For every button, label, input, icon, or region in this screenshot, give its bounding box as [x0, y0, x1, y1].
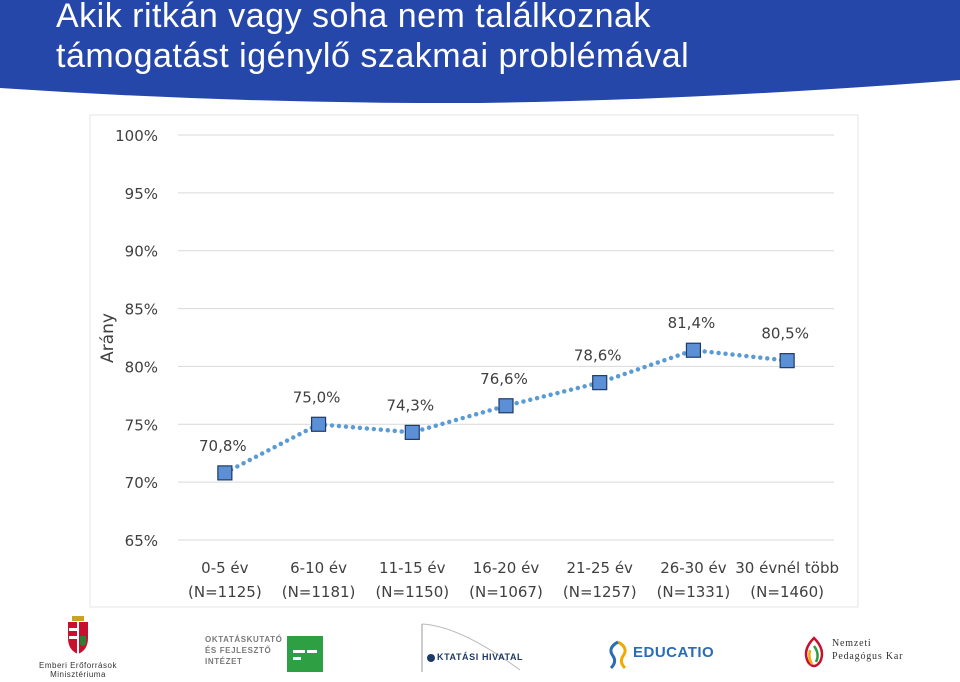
y-tick-label: 100%	[115, 127, 158, 145]
x-tick-label: 30 évnél több	[735, 559, 839, 577]
ofi-logo: OKTATÁSKUTATÓ ÉS FEJLESZTŐ INTÉZET	[205, 634, 330, 674]
hungarian-coat-of-arms-icon	[68, 616, 88, 654]
data-label: 76,6%	[480, 370, 528, 388]
data-labels: 70,8% 75,0% 74,3% 76,6% 78,6% 81,4% 80,5%	[199, 314, 809, 455]
y-axis-ticks: 65% 70% 75% 80% 85% 90% 95% 100%	[115, 127, 158, 550]
ministry-name-line2: Minisztériuma	[50, 670, 106, 679]
x-tick-n-label: (N=1331)	[657, 583, 731, 601]
educatio-logo: EDUCATIO	[605, 638, 730, 672]
header-background	[0, 0, 960, 104]
y-tick-label: 80%	[125, 358, 158, 376]
x-tick-label: 6-10 év	[290, 559, 347, 577]
ofi-name-line3: INTÉZET	[205, 657, 243, 666]
oktatasi-hivatal-logo-icon	[421, 623, 521, 672]
oktatasi-hivatal-text: KTATÁSI HIVATAL	[437, 652, 524, 662]
data-point-marker	[592, 375, 608, 391]
data-point-marker	[217, 465, 233, 481]
data-point-marker	[779, 353, 795, 369]
ministry-name-line1: Emberi Erőforrások	[39, 661, 117, 670]
y-tick-label: 85%	[125, 301, 158, 319]
series-markers	[217, 342, 795, 481]
y-tick-label: 75%	[125, 416, 158, 434]
x-tick-n-label: (N=1067)	[469, 583, 543, 601]
npk-name-line1: Nemzeti	[832, 638, 872, 649]
x-axis-ticks: 0-5 év (N=1125) 6-10 év (N=1181) 11-15 év (N=…	[188, 559, 839, 601]
chart-frame	[89, 114, 859, 608]
page-title-line1: Akik ritkán vagy soha nem találkoznak	[56, 0, 651, 35]
data-label: 81,4%	[668, 314, 716, 332]
data-point-marker	[498, 398, 514, 414]
y-axis-label: Arány	[98, 313, 118, 363]
page-title: Akik ritkán vagy soha nem találkoznak tá…	[56, 0, 689, 76]
data-label: 74,3%	[386, 396, 434, 414]
chart-grid	[178, 134, 834, 541]
ofi-name-line2: ÉS FEJLESZTŐ	[205, 646, 272, 655]
ofi-logo-icon	[287, 636, 323, 672]
page-title-line2: támogatást igénylő szakmai problémával	[56, 37, 690, 75]
y-tick-label: 70%	[125, 474, 158, 492]
x-tick-label: 16-20 év	[473, 559, 540, 577]
data-point-marker	[685, 342, 702, 358]
x-tick-label: 0-5 év	[201, 559, 248, 577]
x-tick-n-label: (N=1257)	[563, 583, 637, 601]
educatio-logo-icon	[609, 640, 627, 670]
x-tick-n-label: (N=1125)	[188, 583, 262, 601]
npk-name-line2: Pedagógus Kar	[832, 651, 904, 662]
oktatasi-hivatal-logo: KTATÁSI HIVATAL	[420, 622, 530, 674]
x-tick-label: 26-30 év	[660, 559, 727, 577]
x-tick-n-label: (N=1150)	[375, 583, 449, 601]
npk-logo: Nemzeti Pedagógus Kar	[800, 634, 930, 674]
data-point-marker	[404, 424, 420, 440]
ofi-name-line1: OKTATÁSKUTATÓ	[205, 635, 283, 644]
x-tick-n-label: (N=1181)	[282, 583, 356, 601]
y-tick-label: 95%	[125, 185, 158, 203]
x-tick-n-label: (N=1460)	[750, 583, 824, 601]
y-tick-label: 90%	[125, 243, 158, 261]
data-point-marker	[310, 416, 327, 432]
data-label: 80,5%	[761, 325, 809, 343]
data-label: 78,6%	[574, 347, 622, 365]
x-tick-label: 11-15 év	[379, 559, 446, 577]
npk-logo-icon	[804, 636, 824, 668]
data-label: 75,0%	[293, 388, 341, 406]
educatio-text: EDUCATIO	[633, 644, 715, 661]
data-label: 70,8%	[199, 437, 247, 455]
ministry-logo: Emberi Erőforrások Minisztériuma	[30, 614, 126, 679]
y-tick-label: 65%	[125, 532, 158, 550]
header-band: Akik ritkán vagy soha nem találkoznak tá…	[0, 0, 960, 115]
footer-logos: Emberi Erőforrások Minisztériuma OKTATÁS…	[0, 610, 960, 682]
x-tick-label: 21-25 év	[566, 559, 633, 577]
